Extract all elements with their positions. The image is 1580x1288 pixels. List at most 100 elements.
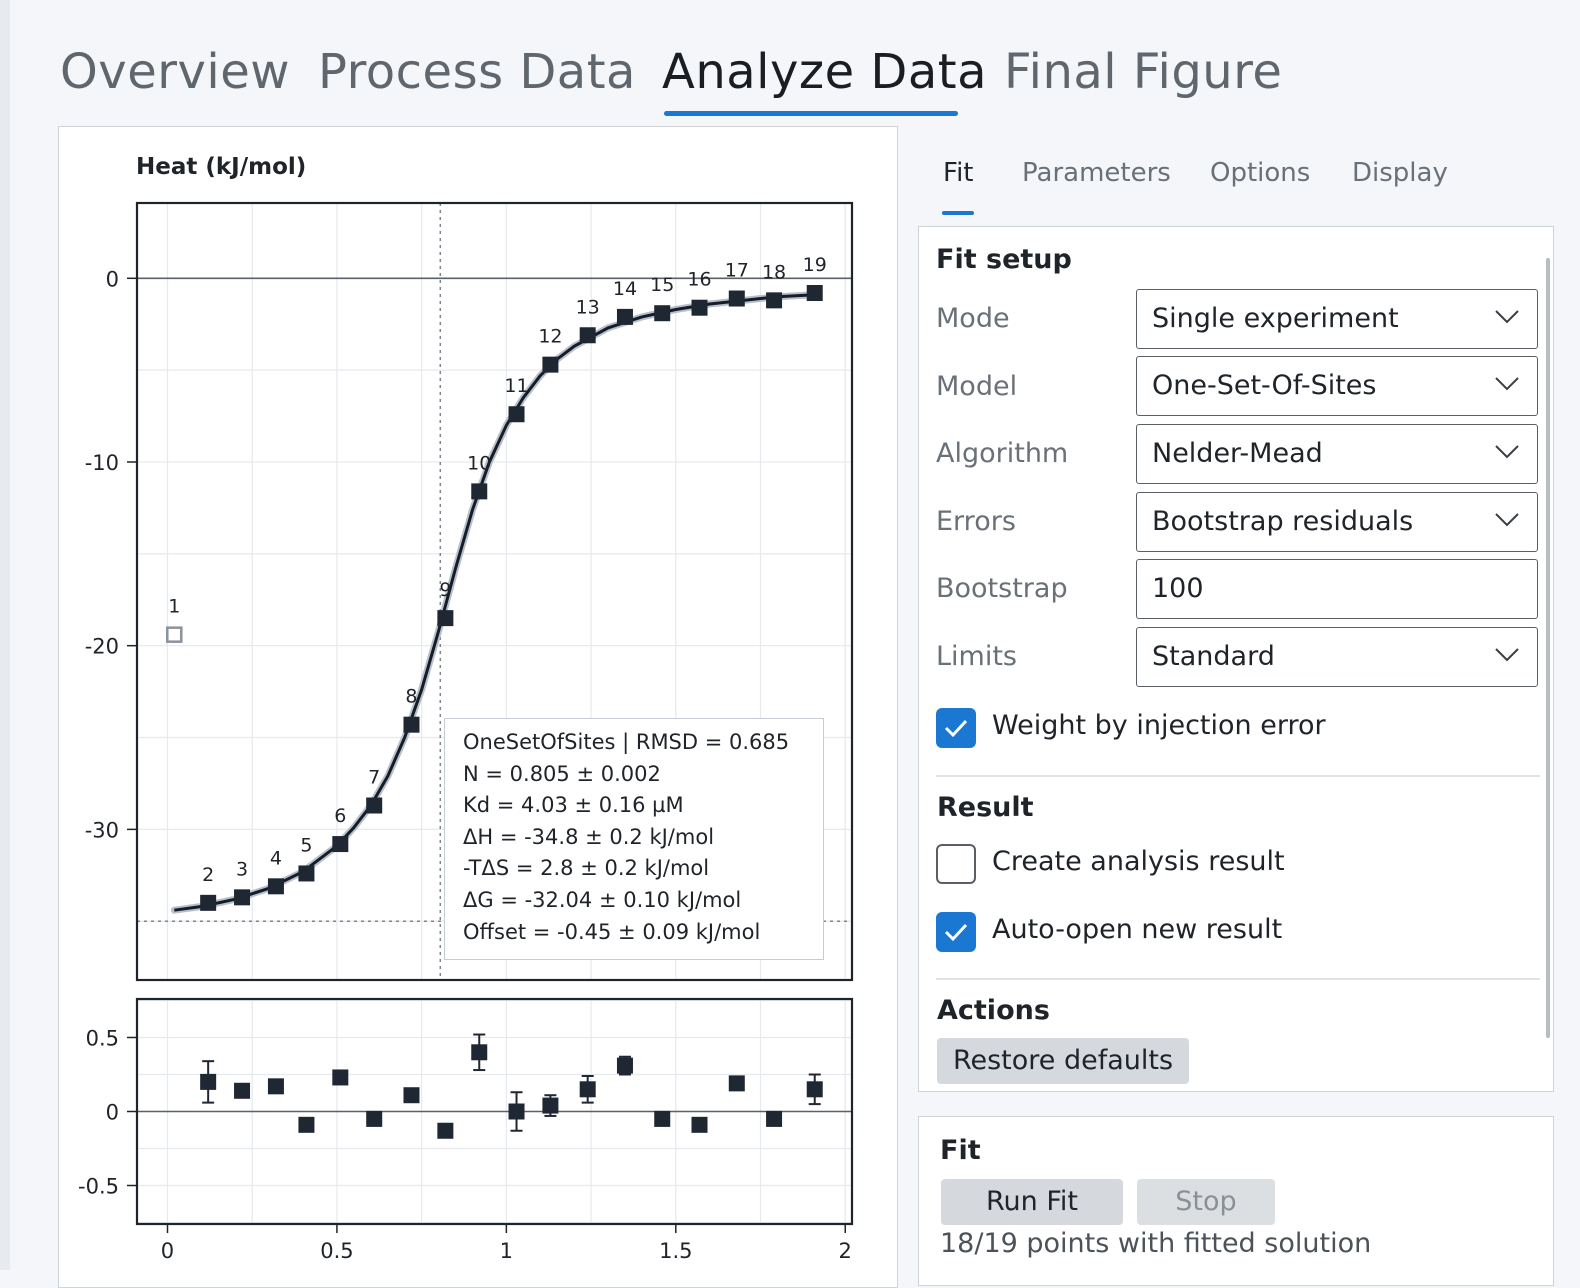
y-axis-title: Heat (kJ/mol) (136, 154, 307, 180)
tab-overview[interactable]: Overview (60, 44, 290, 100)
injection-number-label: 19 (803, 254, 827, 276)
fit-status-text: 18/19 points with fitted solution (940, 1228, 1372, 1259)
injection-number-label: 17 (725, 260, 749, 282)
residual-point (267, 1078, 284, 1095)
residual-point (403, 1087, 420, 1104)
chevron-down-icon (1495, 445, 1519, 459)
injection-number-label: 15 (650, 274, 674, 296)
residual-point (579, 1081, 596, 1098)
weight-checkbox[interactable] (936, 708, 976, 748)
x-tick-label: 0.5 (320, 1239, 353, 1263)
residual-point (366, 1110, 383, 1127)
injection-number-label: 10 (467, 452, 491, 474)
fit-heading: Fit (940, 1135, 981, 1166)
bootstrap-input[interactable]: 100 (1136, 559, 1538, 619)
errors-select[interactable]: Bootstrap residuals (1136, 492, 1538, 552)
x-tick-label: 1.5 (659, 1239, 692, 1263)
data-point (332, 836, 349, 853)
errors-value: Bootstrap residuals (1152, 506, 1414, 537)
data-point (654, 305, 671, 322)
algorithm-select[interactable]: Nelder-Mead (1136, 424, 1538, 484)
residual-point (298, 1116, 315, 1133)
residual-point (200, 1073, 217, 1090)
injection-number-label: 5 (300, 834, 312, 856)
data-point (691, 299, 708, 316)
residual-point (654, 1110, 671, 1127)
section-divider (936, 775, 1540, 777)
limits-label: Limits (936, 641, 1017, 672)
data-point (366, 797, 383, 814)
data-point (728, 290, 745, 307)
data-point (298, 865, 315, 882)
run-fit-button[interactable]: Run Fit (941, 1179, 1123, 1225)
data-point (403, 716, 420, 733)
legend-line-offset: Offset = -0.45 ± 0.09 kJ/mol (463, 919, 761, 944)
left-edge-strip (0, 0, 10, 1270)
data-point (200, 894, 217, 911)
data-point (437, 610, 454, 627)
residual-point (806, 1081, 823, 1098)
errors-label: Errors (936, 506, 1016, 537)
injection-number-label: 13 (576, 296, 600, 318)
excluded-data-point (166, 626, 183, 643)
injection-number-label: 3 (236, 858, 248, 880)
x-tick-label: 2 (839, 1239, 852, 1263)
restore-defaults-button[interactable]: Restore defaults (937, 1038, 1189, 1084)
check-icon (944, 719, 968, 738)
subtab-options[interactable]: Options (1210, 158, 1311, 188)
residual-point (616, 1057, 633, 1074)
residual-point (508, 1103, 525, 1120)
subtab-fit[interactable]: Fit (943, 158, 974, 188)
model-value: One-Set-Of-Sites (1152, 370, 1377, 401)
create-result-checkbox[interactable] (936, 844, 976, 884)
tab-analyze-data[interactable]: Analyze Data (662, 44, 988, 100)
y-tick-label: 0.5 (86, 1026, 119, 1050)
data-point (267, 878, 284, 895)
injection-number-label: 14 (613, 278, 637, 300)
y-tick-label: -30 (85, 818, 119, 842)
residual-point (691, 1116, 708, 1133)
y-tick-label: -20 (85, 635, 119, 659)
setup-scrollbar[interactable] (1546, 258, 1550, 1038)
data-point (508, 406, 525, 423)
x-tick-label: 1 (500, 1239, 513, 1263)
residual-point (437, 1122, 454, 1139)
tab-process-data[interactable]: Process Data (318, 44, 636, 100)
fit-setup-heading: Fit setup (936, 244, 1072, 275)
active-tab-indicator (664, 111, 958, 116)
residual-point (766, 1110, 783, 1127)
residual-point (471, 1044, 488, 1061)
legend-line-dg: ΔG = -32.04 ± 0.10 kJ/mol (463, 887, 742, 912)
subtab-parameters[interactable]: Parameters (1022, 158, 1171, 188)
injection-number-label: 2 (202, 864, 214, 886)
algorithm-value: Nelder-Mead (1152, 438, 1323, 469)
model-label: Model (936, 371, 1018, 402)
legend-line-model: OneSetOfSites | RMSD = 0.685 (463, 730, 790, 754)
mode-select[interactable]: Single experiment (1136, 289, 1538, 349)
data-point (579, 327, 596, 344)
legend-line-n: N = 0.805 ± 0.002 (463, 761, 661, 786)
subtab-display[interactable]: Display (1352, 158, 1448, 188)
tab-final-figure[interactable]: Final Figure (1004, 44, 1283, 100)
injection-number-label: 16 (687, 269, 711, 291)
injection-number-label: 11 (504, 375, 528, 397)
x-tick-label: 0 (161, 1239, 174, 1263)
residual-point (728, 1075, 745, 1092)
residual-point (234, 1082, 251, 1099)
model-select[interactable]: One-Set-Of-Sites (1136, 356, 1538, 416)
chevron-down-icon (1495, 648, 1519, 662)
injection-number-label: 1 (168, 596, 180, 618)
data-point (616, 308, 633, 325)
actions-heading: Actions (937, 995, 1050, 1026)
result-heading: Result (937, 792, 1034, 823)
residual-plot-frame (135, 997, 854, 1226)
limits-select[interactable]: Standard (1136, 627, 1538, 687)
stop-button[interactable]: Stop (1137, 1179, 1275, 1225)
auto-open-label: Auto-open new result (992, 914, 1283, 945)
create-result-label: Create analysis result (992, 846, 1285, 877)
injection-number-label: 7 (368, 766, 380, 788)
auto-open-checkbox[interactable] (936, 912, 976, 952)
fit-results-legend: OneSetOfSites | RMSD = 0.685 N = 0.805 ±… (444, 718, 824, 960)
bootstrap-value: 100 (1152, 573, 1204, 604)
